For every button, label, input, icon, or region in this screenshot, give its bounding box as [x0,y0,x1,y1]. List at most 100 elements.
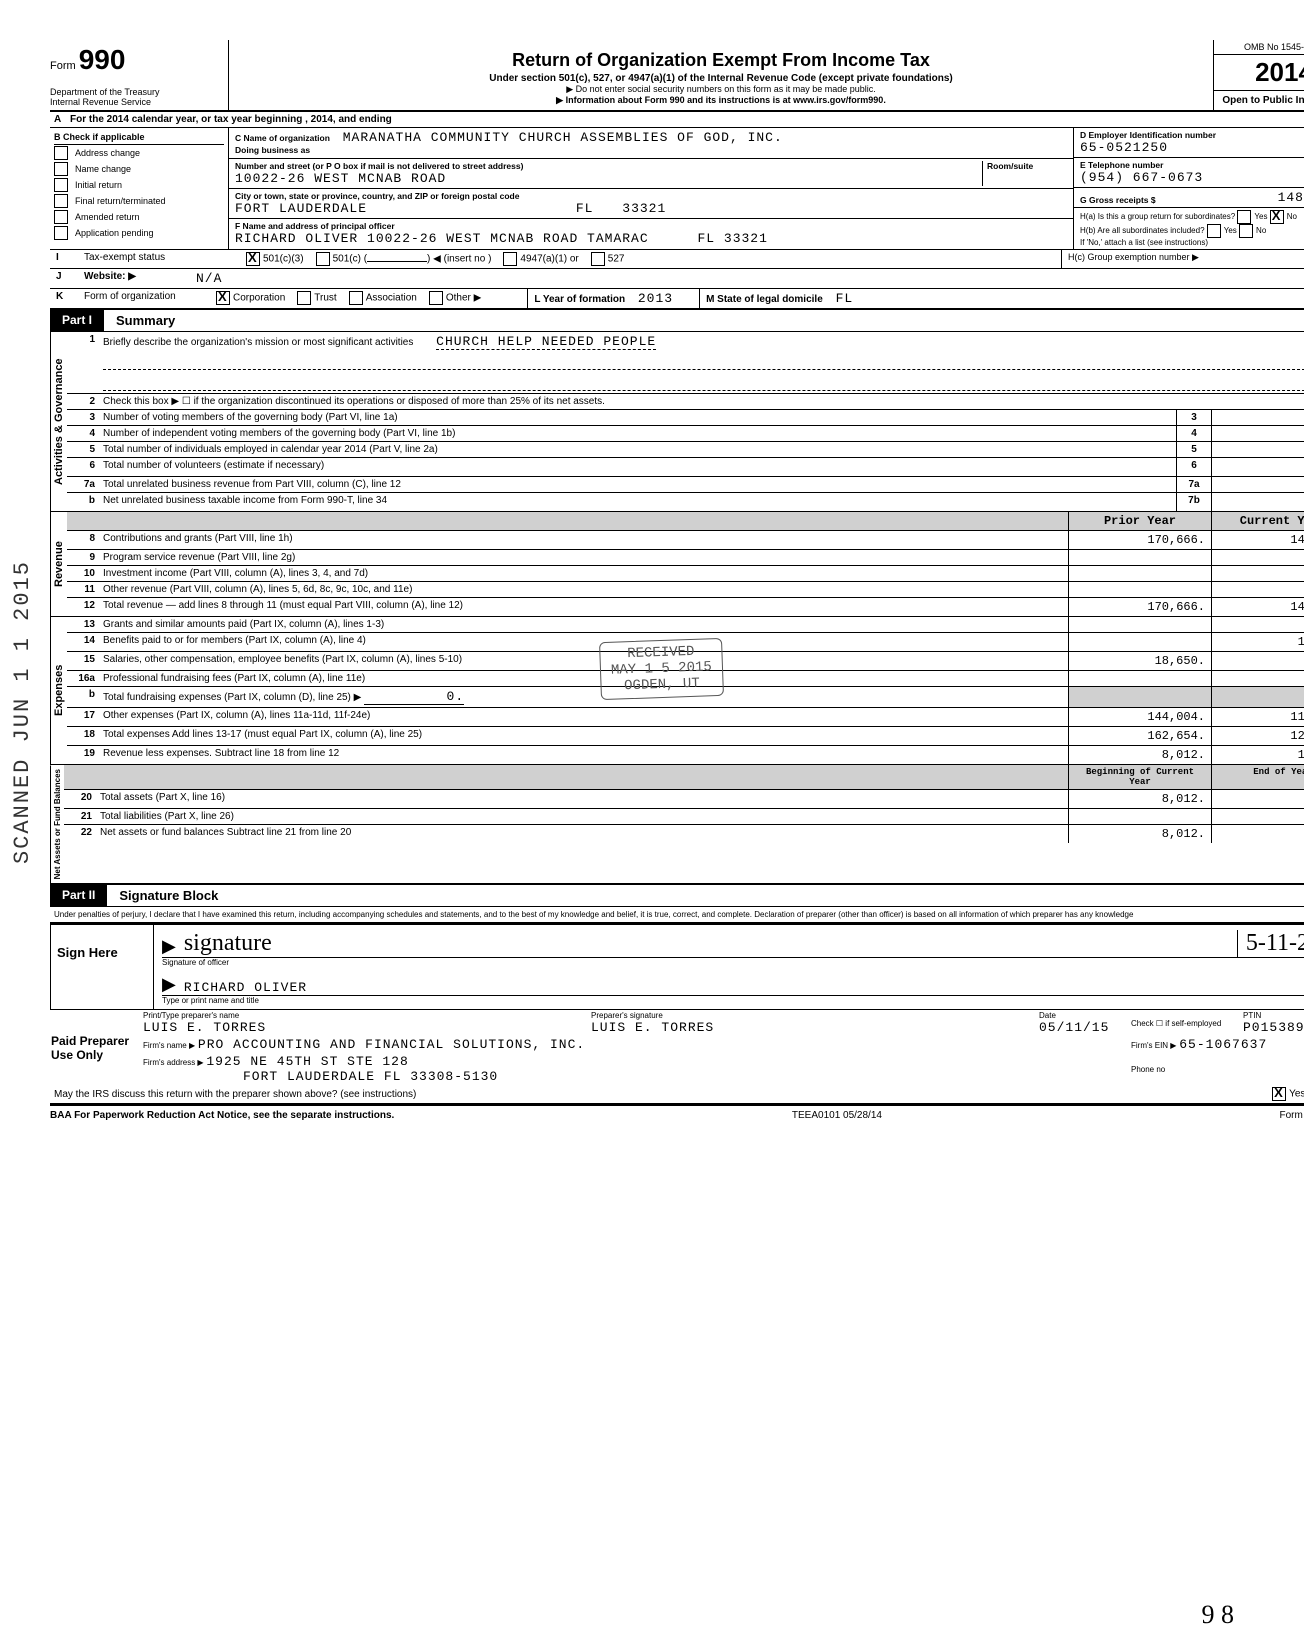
form-title: Return of Organization Exempt From Incom… [237,50,1205,71]
l14-curr: 15,250. [1211,633,1304,651]
label-state-domicile: M State of legal domicile [706,294,823,305]
perjury-statement: Under penalties of perjury, I declare th… [50,907,1304,923]
sign-here-label: Sign Here [51,925,154,1009]
l11-desc: Other revenue (Part VIII, column (A), li… [99,582,1068,597]
l19-prior: 8,012. [1068,746,1211,764]
gross-receipts: 148,392. [1278,190,1304,205]
discuss-yes[interactable] [1272,1087,1286,1101]
label-officer-sig: Signature of officer [162,958,229,967]
label-firm-name: Firm's name ▶ [143,1041,195,1050]
paid-preparer-label: Paid Preparer Use Only [50,1010,142,1085]
form-header: Form 990 Department of the Treasury Inte… [50,40,1304,112]
label-gross-receipts: G Gross receipts $ [1080,195,1156,205]
chk-501c3[interactable] [246,252,260,266]
l22-prior: 8,012. [1068,825,1211,843]
l20-desc: Total assets (Part X, line 16) [96,790,1068,808]
sidebar-net-assets: Net Assets or Fund Balances [50,765,64,883]
chk-initial-return[interactable] [54,178,68,192]
officer-signature: signature [184,930,272,957]
line-k: K Form of organization Corporation Trust… [50,289,1304,310]
footer-mid: TEEA0101 05/28/14 [792,1110,882,1121]
label-ptin: PTIN [1243,1011,1304,1020]
label-firm-address: Firm's address ▶ [143,1058,204,1067]
label-city: City or town, state or province, country… [235,191,1067,201]
label-website: Website: ▶ [78,269,190,288]
org-city: FORT LAUDERDALE [235,201,367,216]
hb-yes[interactable] [1207,224,1221,238]
label-prep-date: Date [1039,1011,1129,1020]
l14-desc: Benefits paid to or for members (Part IX… [99,633,1068,651]
org-zip: 33321 [622,201,666,216]
label-firm-phone: Phone no [1131,1065,1165,1074]
chk-name-change[interactable] [54,162,68,176]
footer-left: BAA For Paperwork Reduction Act Notice, … [50,1110,394,1121]
l16b-value: 0. [364,689,464,705]
label-tax-exempt: Tax-exempt status [78,250,240,268]
chk-application-pending[interactable] [54,226,68,240]
sidebar-revenue: Revenue [50,512,67,616]
l15-prior: 18,650. [1068,652,1211,670]
hdr-prior-year: Prior Year [1068,512,1211,530]
chk-other[interactable] [429,291,443,305]
paid-preparer-table: Paid Preparer Use Only Print/Type prepar… [50,1010,1304,1085]
hdr-boy: Beginning of Current Year [1068,765,1211,789]
part1-title: Summary [104,310,187,331]
state-domicile: FL [836,291,854,306]
l17-curr: 114,117. [1211,708,1304,726]
line-j: J Website: ▶ N/A [50,269,1304,289]
officer-name: RICHARD OLIVER [184,980,307,995]
label-ein: D Employer Identification number [1080,130,1304,140]
l10-desc: Investment income (Part VIII, column (A)… [99,566,1068,581]
chk-address-change[interactable] [54,146,68,160]
ein: 65-0521250 [1080,140,1304,155]
sidebar-governance: Activities & Governance [50,332,67,511]
form-subtitle-1: Under section 501(c), 527, or 4947(a)(1)… [237,73,1205,84]
footer-right: Form 990 (2014) [1280,1110,1304,1121]
l20-curr: 7,561. [1211,790,1304,808]
l8-prior: 170,666. [1068,531,1211,549]
chk-trust[interactable] [297,291,311,305]
chk-final-return[interactable] [54,194,68,208]
l1-value: CHURCH HELP NEEDED PEOPLE [436,334,656,350]
hdr-eoy: End of Year [1211,765,1304,789]
signature-section: Sign Here ▶ signature 5-11-2015 Signatur… [50,923,1304,1010]
line-i: I Tax-exempt status 501(c)(3) 501(c) () … [50,250,1304,269]
ptin: P01538940 [1243,1020,1304,1035]
chk-amended-return[interactable] [54,210,68,224]
l17-desc: Other expenses (Part IX, column (A), lin… [99,708,1068,726]
l5-desc: Total number of individuals employed in … [99,442,1176,457]
l7b-value: 0. [1211,493,1304,511]
chk-assoc[interactable] [349,291,363,305]
firm-ein: 65-1067637 [1179,1037,1267,1052]
principal-officer: RICHARD OLIVER 10022-26 WEST MCNAB ROAD … [235,231,649,246]
chk-501c[interactable] [316,252,330,266]
firm-address-2: FORT LAUDERDALE FL 33308-5130 [243,1069,498,1084]
l15-desc: Salaries, other compensation, employee b… [99,652,1068,670]
l18-prior: 162,654. [1068,727,1211,745]
chk-527[interactable] [591,252,605,266]
label-year-formation: L Year of formation [534,294,625,305]
hb-no[interactable] [1239,224,1253,238]
l2-desc: Check this box ▶ ☐ if the organization d… [99,394,1304,409]
l6-desc: Total number of volunteers (estimate if … [99,458,1176,476]
signature-date: 5-11-2015 [1246,930,1304,956]
l21-desc: Total liabilities (Part X, line 26) [96,809,1068,824]
l13-desc: Grants and similar amounts paid (Part IX… [99,617,1068,632]
label-dba: Doing business as [235,145,310,155]
footer: BAA For Paperwork Reduction Act Notice, … [50,1105,1304,1125]
l7a-desc: Total unrelated business revenue from Pa… [99,477,1176,492]
chk-4947[interactable] [503,252,517,266]
ha-yes[interactable] [1237,210,1251,224]
l19-desc: Revenue less expenses. Subtract line 18 … [99,746,1068,764]
label-org-name: C Name of organization [235,133,330,143]
label-address: Number and street (or P O box if mail is… [235,161,982,171]
label-self-employed: Check ☐ if self-employed [1130,1010,1242,1036]
firm-name: PRO ACCOUNTING AND FINANCIAL SOLUTIONS, … [198,1037,585,1052]
chk-corp[interactable] [216,291,230,305]
l20-prior: 8,012. [1068,790,1211,808]
l17-prior: 144,004. [1068,708,1211,726]
phone: (954) 667-0673 [1080,170,1304,185]
principal-officer-zip: FL 33321 [697,231,767,246]
l19-curr: 19,025. [1211,746,1304,764]
ha-no[interactable] [1270,210,1284,224]
